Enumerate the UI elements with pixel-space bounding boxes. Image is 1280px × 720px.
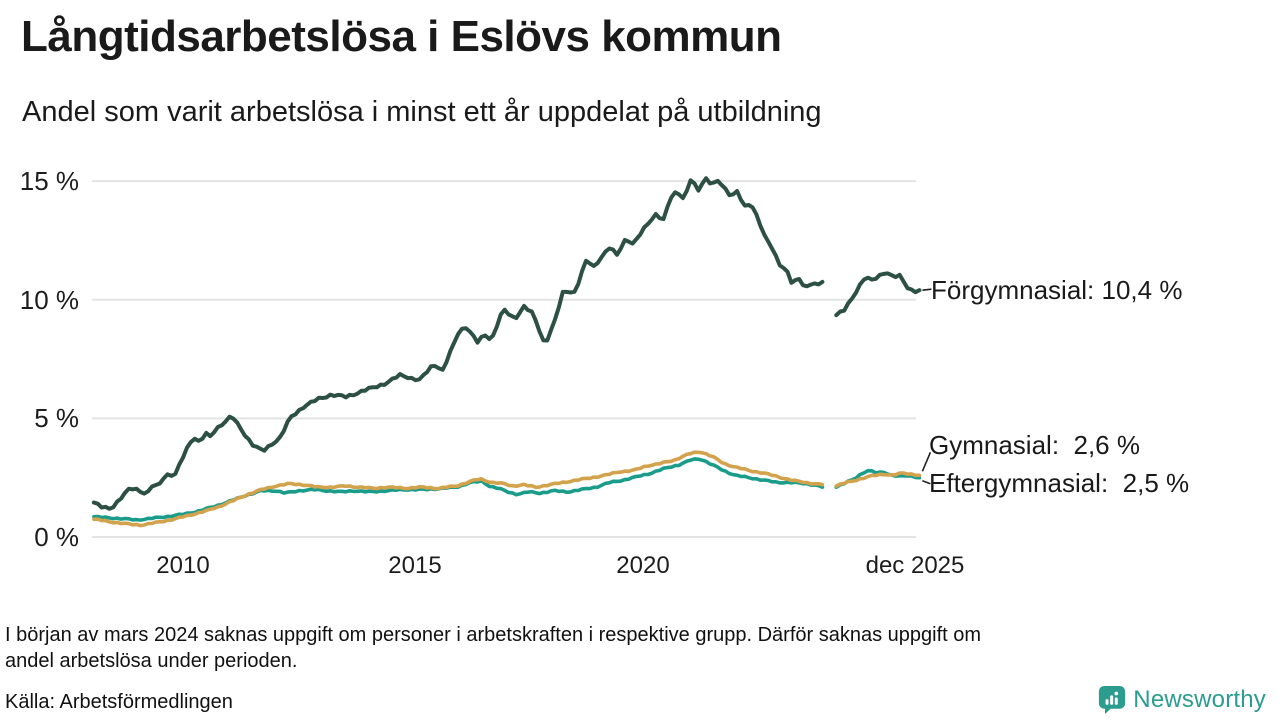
- series-end-label-gymnasial: Gymnasial: 2,6 %: [929, 430, 1140, 460]
- footnote-line-2: andel arbetslösa under perioden.: [5, 650, 298, 672]
- y-axis-tick-0: 0 %: [34, 522, 79, 552]
- y-axis-tick-10: 10 %: [19, 285, 79, 315]
- x-axis-tick-2010: 2010: [156, 552, 210, 579]
- source-note: Källa: Arbetsförmedlingen: [5, 691, 233, 713]
- page-subtitle: Andel som varit arbetslösa i minst ett å…: [22, 96, 822, 128]
- newsworthy-logo: Newsworthy: [1098, 685, 1266, 714]
- page-title: Långtidsarbetslösa i Eslövs kommun: [21, 12, 782, 61]
- y-axis-tick-15: 15 %: [19, 166, 79, 196]
- newsworthy-logo-icon: [1099, 685, 1126, 714]
- y-axis-tick-5: 5 %: [34, 403, 79, 433]
- newsworthy-logo-text: Newsworthy: [1133, 685, 1266, 713]
- x-axis-tick-2020: 2020: [616, 552, 670, 579]
- series-end-label-forgymnasial: Förgymnasial: 10,4 %: [931, 275, 1183, 305]
- x-axis-tick-2015: 2015: [388, 552, 442, 579]
- series-end-label-eftergymnasial: Eftergymnasial: 2,5 %: [929, 468, 1190, 498]
- x-axis-tick-dec-2025: dec 2025: [865, 552, 965, 579]
- footnote-line-1: I början av mars 2024 saknas uppgift om …: [5, 624, 982, 646]
